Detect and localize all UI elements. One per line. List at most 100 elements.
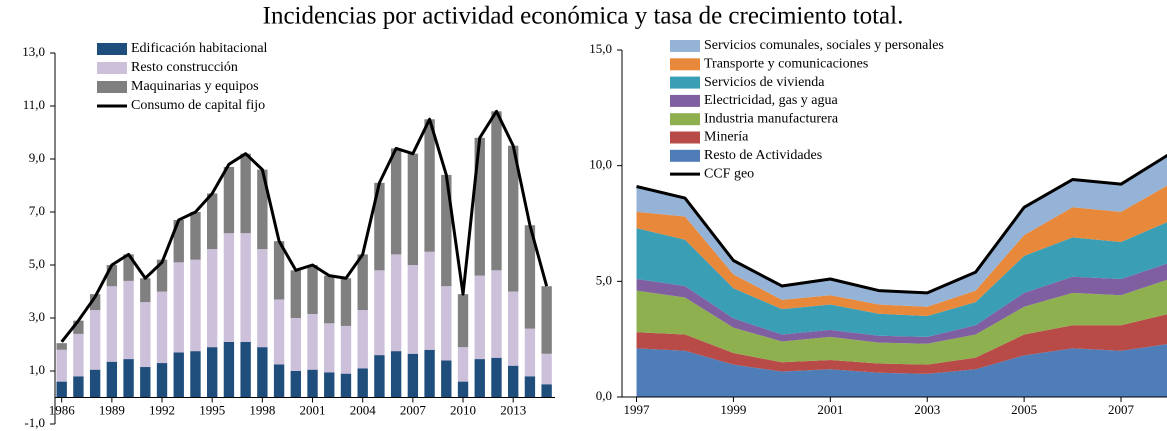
bar <box>89 310 101 370</box>
bar <box>156 259 168 292</box>
bar <box>374 270 385 356</box>
bar <box>474 275 485 360</box>
bar <box>357 310 368 369</box>
x-tick-label: 1998 <box>249 402 275 417</box>
bar <box>240 153 251 234</box>
bar <box>390 254 402 352</box>
bar <box>56 381 67 398</box>
bar <box>307 265 318 315</box>
bar <box>324 372 335 398</box>
bar <box>56 343 67 350</box>
bar <box>223 166 235 234</box>
legend-swatch <box>670 131 700 144</box>
bar <box>524 328 536 377</box>
legend-label: Industria manufacturera <box>704 111 839 126</box>
bar <box>407 265 419 354</box>
y-tick-label: 15,0 <box>589 41 612 56</box>
bar <box>240 341 251 398</box>
x-tick-label: 2010 <box>450 402 476 417</box>
bar <box>324 275 335 324</box>
line <box>636 153 1167 295</box>
bar <box>190 351 201 398</box>
bar <box>340 325 352 374</box>
bar <box>123 280 134 360</box>
x-tick-label: 2004 <box>350 402 377 417</box>
bar <box>156 363 168 398</box>
bar <box>106 361 118 398</box>
bar <box>156 291 168 364</box>
bar <box>324 323 335 373</box>
bar <box>374 182 385 271</box>
bar <box>441 174 452 287</box>
y-tick-label: -1,0 <box>24 415 45 430</box>
legend-label: Electricidad, gas y agua <box>704 93 839 108</box>
legend-label: CCF geo <box>704 166 754 181</box>
x-tick-label: 1997 <box>624 402 651 417</box>
legend-swatch <box>670 149 700 162</box>
bar <box>173 219 184 263</box>
y-tick-label: 10,0 <box>589 157 612 172</box>
bar <box>474 359 485 398</box>
bar <box>390 351 402 398</box>
y-tick-label: 5,0 <box>596 272 612 287</box>
y-tick-label: 11,0 <box>23 97 45 112</box>
bar <box>140 302 151 368</box>
y-tick-label: 1,0 <box>29 362 45 377</box>
bar <box>140 278 151 303</box>
area <box>636 222 1167 337</box>
legend-swatch <box>97 43 127 55</box>
x-tick-label: 2001 <box>817 402 843 417</box>
bar <box>123 254 134 281</box>
x-tick-label: 1986 <box>49 402 76 417</box>
bar <box>173 262 184 353</box>
x-tick-label: 2007 <box>1108 402 1135 417</box>
y-tick-label: 0,0 <box>596 388 612 403</box>
legend-label: Servicios de vivienda <box>704 75 825 90</box>
bar <box>541 353 552 385</box>
bar <box>290 318 301 371</box>
bar <box>390 148 402 255</box>
bar <box>524 225 536 329</box>
bar <box>474 137 485 276</box>
chart-title: Incidencias por actividad económica y ta… <box>263 3 904 30</box>
y-tick-label: 13,0 <box>22 44 45 59</box>
bar <box>257 169 268 250</box>
legend-label: Resto construcción <box>131 60 238 75</box>
bar <box>173 352 184 398</box>
bar <box>223 233 235 342</box>
bar <box>223 341 235 398</box>
bar <box>424 119 435 252</box>
bar <box>508 365 519 398</box>
bar <box>307 369 318 398</box>
bar <box>240 233 251 342</box>
bar <box>257 347 268 398</box>
y-tick-label: 9,0 <box>29 150 45 165</box>
line <box>60 109 549 343</box>
bar <box>357 254 368 311</box>
x-tick-label: 2007 <box>400 402 427 417</box>
y-tick-label: 7,0 <box>29 203 45 218</box>
bar <box>340 373 352 398</box>
bar <box>508 291 519 366</box>
bar <box>73 320 84 334</box>
legend-label: Transporte y comunicaciones <box>704 57 868 72</box>
bar <box>207 249 218 348</box>
y-tick-label: 3,0 <box>29 309 45 324</box>
bar <box>56 349 67 382</box>
bar <box>190 259 201 352</box>
bar <box>207 347 218 398</box>
bar <box>207 193 218 250</box>
x-tick-label: 1999 <box>720 402 746 417</box>
legend-swatch <box>97 81 127 93</box>
bar <box>190 212 201 260</box>
bar <box>73 376 84 398</box>
x-tick-label: 1992 <box>149 402 175 417</box>
bar <box>491 111 502 271</box>
bar <box>441 360 452 398</box>
bar <box>541 384 552 398</box>
legend-swatch <box>670 76 700 89</box>
bar <box>106 286 118 362</box>
bar <box>441 286 452 361</box>
